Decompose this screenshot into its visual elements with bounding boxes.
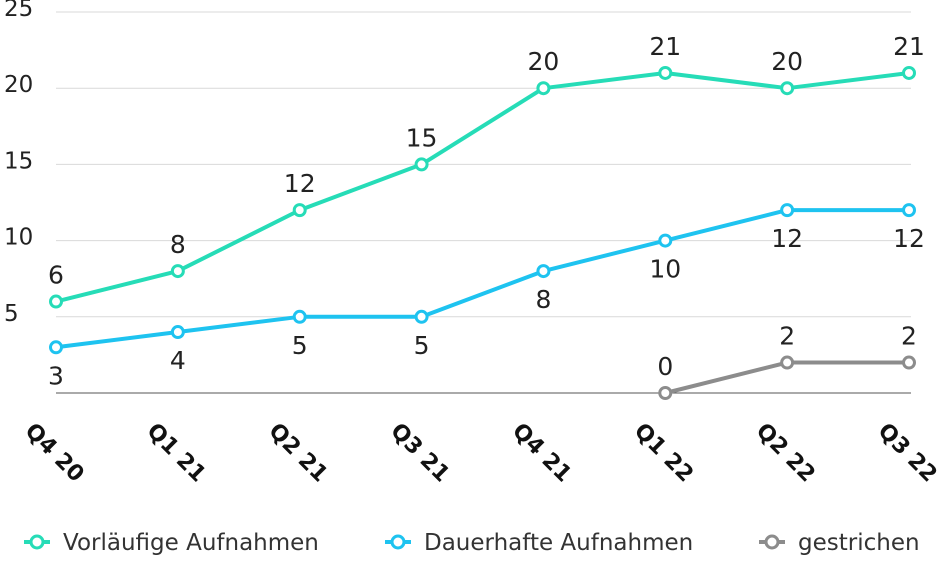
y-tick-label: 20 [4, 72, 33, 98]
data-label: 20 [771, 47, 803, 76]
data-label: 2 [779, 322, 795, 351]
data-point [536, 264, 551, 279]
data-point [658, 65, 673, 80]
data-label: 12 [284, 169, 316, 198]
legend-swatch-marker [29, 534, 45, 550]
data-label: 6 [48, 261, 64, 290]
data-labels: 6 8 12 15 20 21 20 21 3 4 5 5 8 10 12 12 0 2 2 [48, 32, 925, 390]
y-tick-label: 10 [4, 225, 33, 251]
data-label: 4 [170, 346, 186, 375]
series-line-0 [54, 70, 911, 304]
data-point [536, 81, 551, 96]
data-point [780, 203, 795, 218]
x-tick-label: Q2 21 [263, 419, 332, 488]
x-tick-label: Q1 22 [629, 419, 698, 488]
x-axis-ticks: Q4 20 Q1 21 Q2 21 Q3 21 Q4 21 Q1 22 Q2 22 Q3 22 [20, 419, 942, 488]
data-point [414, 309, 429, 324]
data-point [49, 340, 63, 355]
x-tick-label: Q1 21 [142, 419, 211, 488]
y-tick-label: 5 [4, 301, 19, 327]
x-tick-label: Q4 20 [20, 419, 89, 488]
y-tick-label: 15 [4, 148, 33, 174]
data-point [902, 65, 916, 80]
legend-swatch-marker [764, 534, 780, 550]
data-point [49, 294, 63, 309]
data-label: 15 [406, 123, 438, 152]
data-label: 0 [657, 352, 673, 381]
y-axis-ticks: 5 10 15 20 25 [4, 0, 33, 327]
data-label: 12 [771, 224, 803, 253]
series-line-1 [54, 208, 911, 350]
data-label: 5 [292, 331, 308, 360]
data-point [292, 309, 307, 324]
data-point [292, 203, 307, 218]
data-label: 10 [649, 255, 681, 284]
data-label: 21 [649, 32, 681, 61]
legend-swatch-marker [390, 534, 406, 550]
y-tick-label: 25 [4, 0, 33, 22]
data-label: 2 [901, 322, 917, 351]
legend-label: Dauerhafte Aufnahmen [424, 530, 693, 556]
data-label: 8 [170, 230, 186, 259]
data-point [170, 264, 185, 279]
data-point [902, 355, 916, 370]
data-label: 8 [535, 285, 551, 314]
data-label: 21 [893, 32, 925, 61]
grid-lines [56, 11, 911, 394]
legend-label: Vorläufige Aufnahmen [63, 530, 319, 556]
x-tick-label: Q3 22 [873, 419, 942, 488]
data-point [414, 157, 429, 172]
data-point [780, 81, 795, 96]
data-point [780, 355, 795, 370]
x-tick-label: Q2 22 [751, 419, 820, 488]
data-point [170, 325, 185, 340]
data-label: 5 [414, 331, 430, 360]
data-point [902, 203, 916, 218]
data-label: 12 [893, 224, 925, 253]
data-point [658, 233, 673, 248]
x-tick-label: Q4 21 [507, 419, 576, 488]
legend-label: gestrichen [798, 530, 920, 556]
legend: Vorläufige Aufnahmen Dauerhafte Aufnahmen… [24, 530, 920, 556]
data-label: 20 [528, 47, 560, 76]
data-label: 3 [48, 361, 64, 390]
series-lines [49, 65, 916, 400]
data-point [658, 386, 673, 400]
x-tick-label: Q3 21 [385, 419, 454, 488]
